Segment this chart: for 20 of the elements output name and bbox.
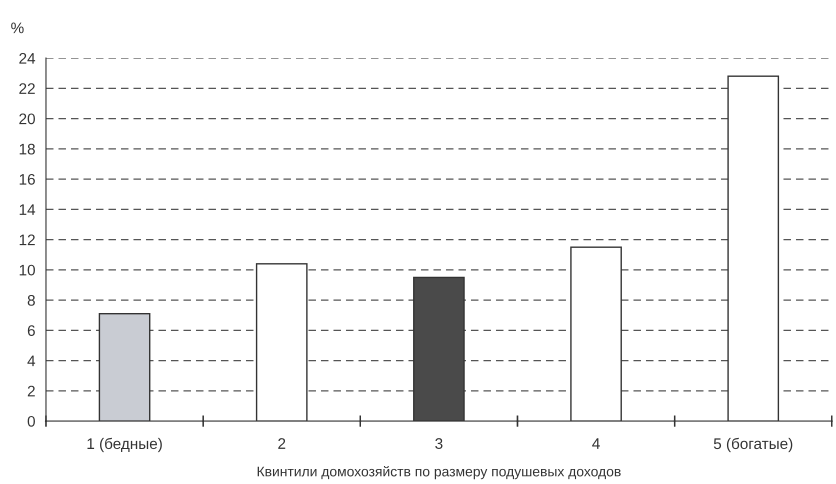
x-tick-label: 3 xyxy=(435,438,442,449)
y-tick-label: 16 xyxy=(20,174,35,185)
x-tick-label: 5 (богатые) xyxy=(714,438,792,452)
y-tick-label: 0 xyxy=(28,416,35,427)
y-tick-label: 18 xyxy=(20,144,35,155)
y-tick-label: 12 xyxy=(20,234,35,246)
x-tick-label: 1 (бедные) xyxy=(87,438,162,452)
y-tick-label: 14 xyxy=(20,204,36,215)
y-tick-label: 6 xyxy=(28,325,35,336)
y-tick-label: 22 xyxy=(19,83,35,94)
x-axis-title: Квинтили домохозяйств по размеру подушевых доходов xyxy=(258,466,621,480)
y-tick-label: 20 xyxy=(19,113,35,124)
y-tick-label: 24 xyxy=(19,52,36,64)
y-tick-label: 10 xyxy=(20,264,35,276)
y-tick-label: 2 xyxy=(28,386,35,396)
y-tick-label: 4 xyxy=(27,356,36,366)
y-axis-title: % xyxy=(11,22,24,34)
x-tick-label: 4 xyxy=(592,438,600,449)
x-tick-label: 2 xyxy=(278,438,286,449)
y-tick-label: 8 xyxy=(28,294,35,306)
